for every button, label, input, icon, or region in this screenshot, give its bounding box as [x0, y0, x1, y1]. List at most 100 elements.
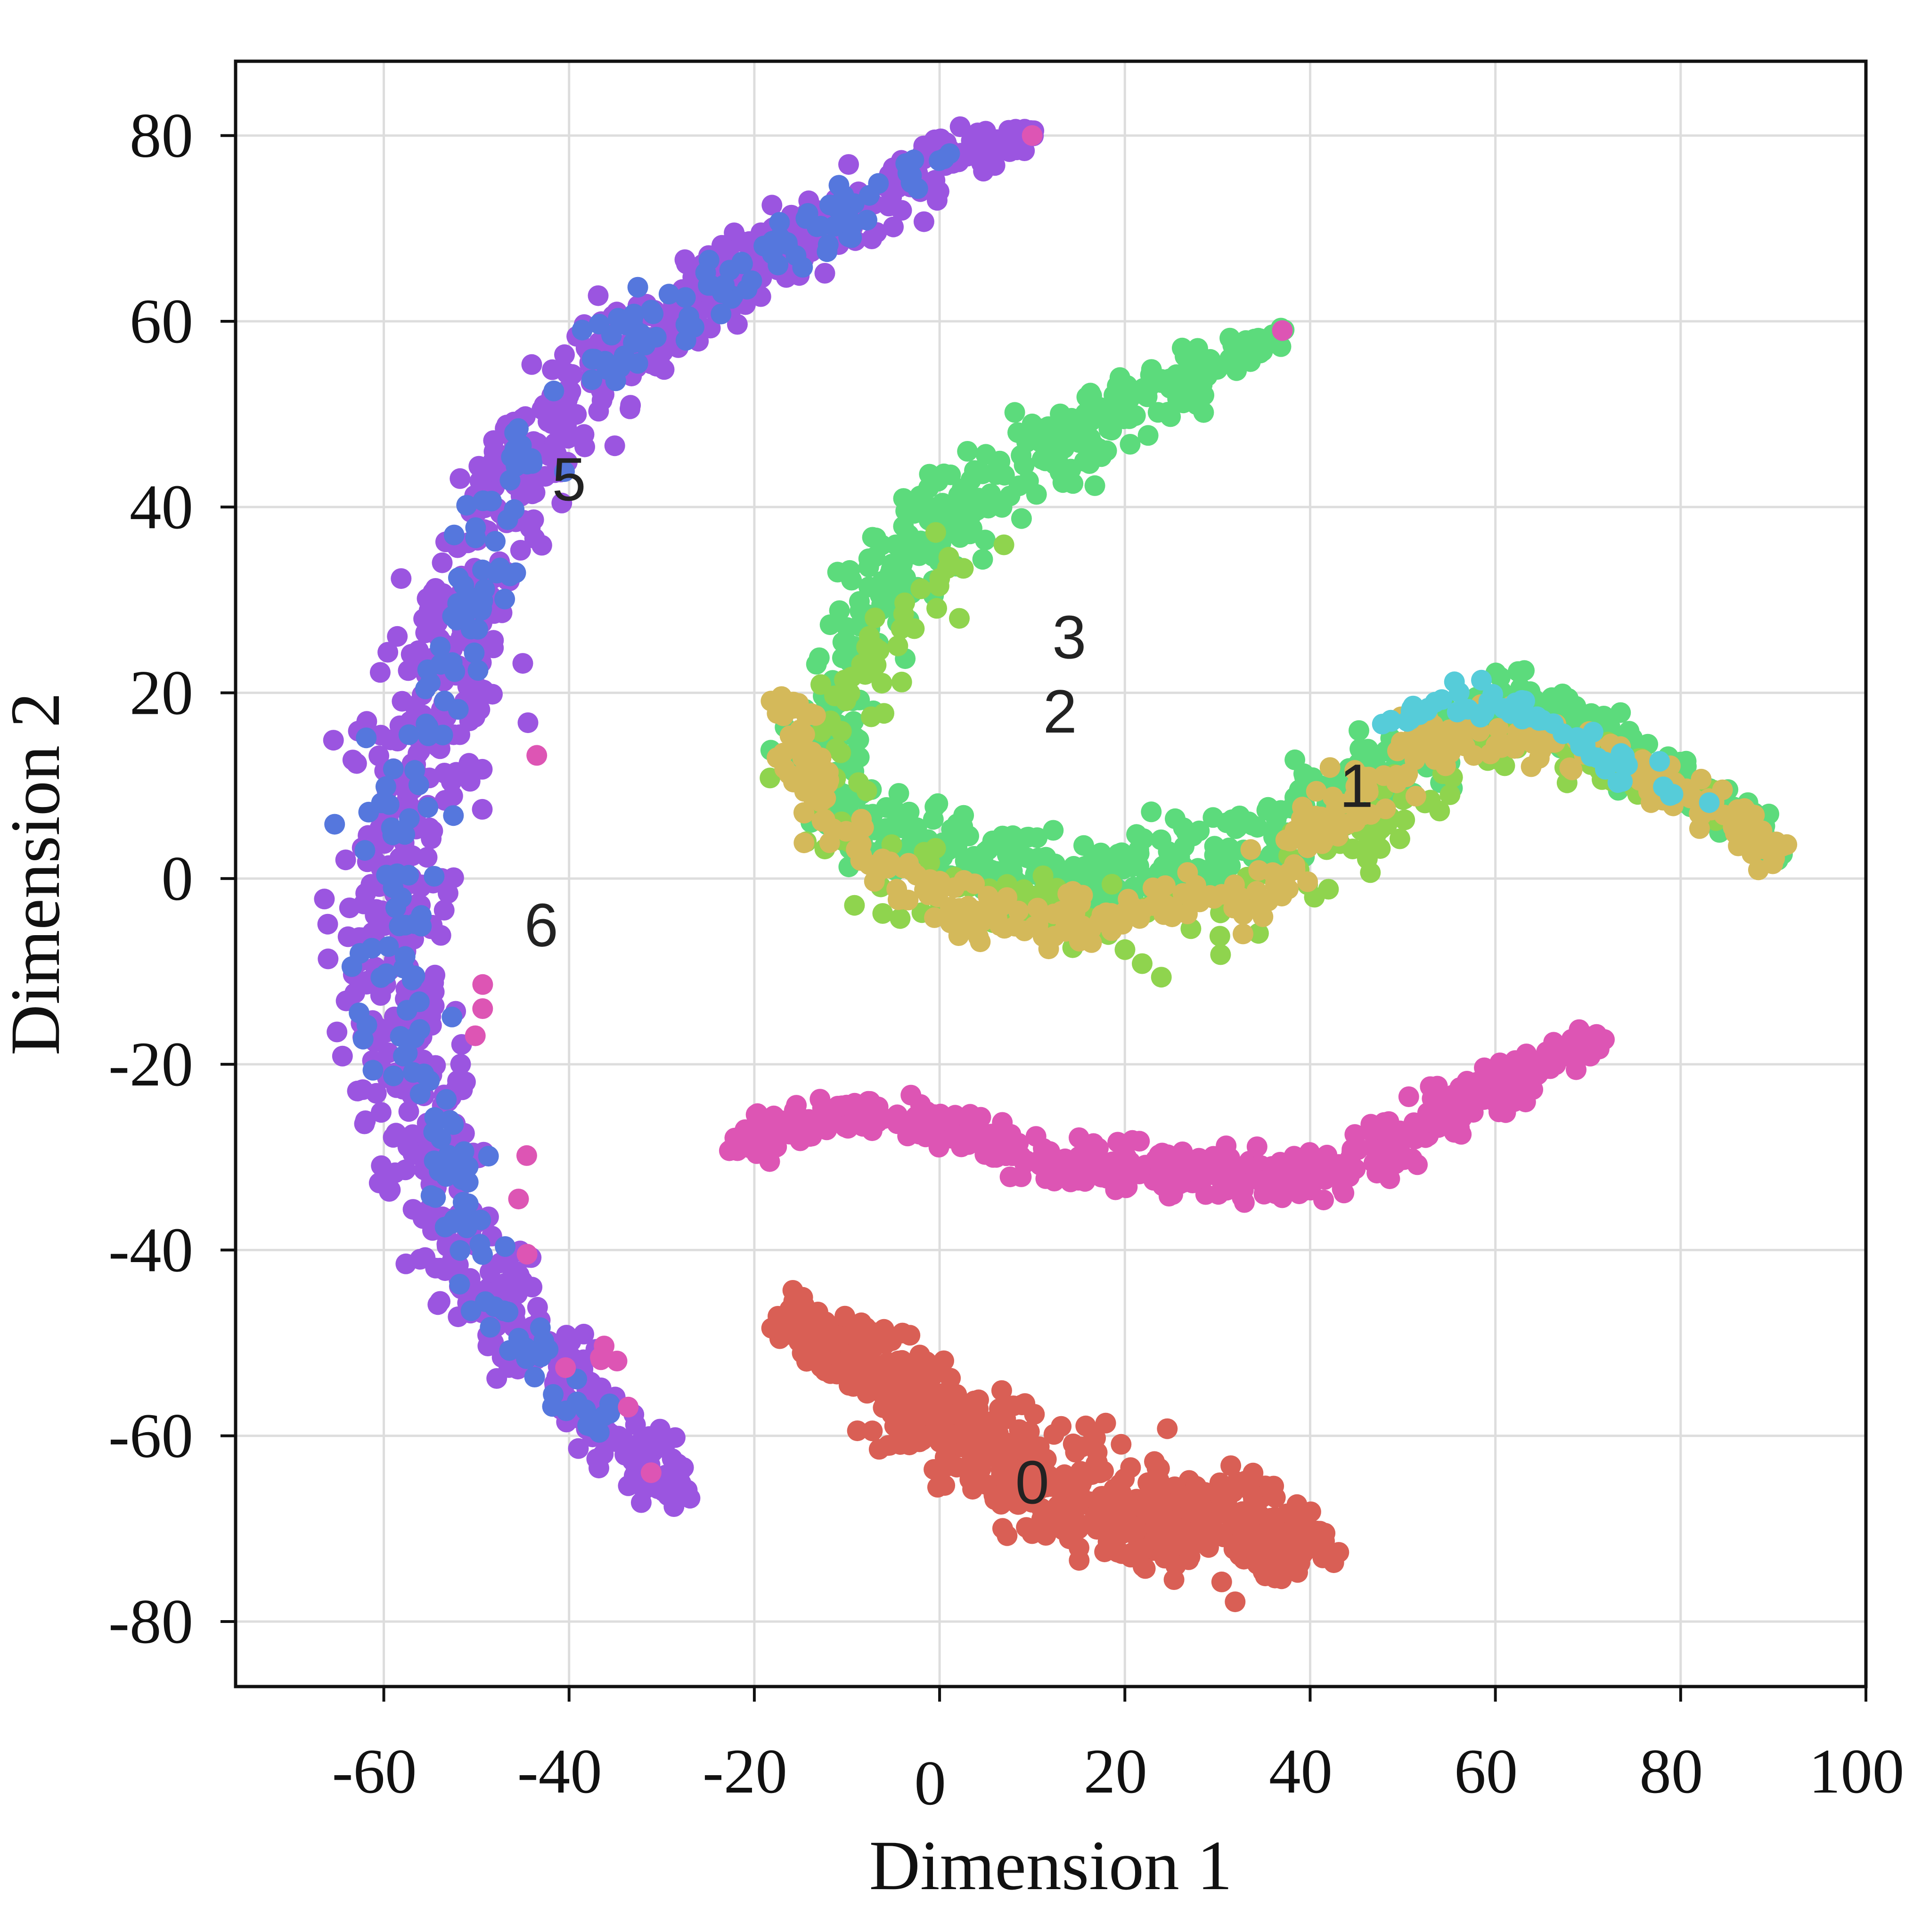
data-point-cluster_3	[1101, 420, 1122, 441]
data-point-cluster_4	[1474, 701, 1495, 723]
data-point-cluster_6	[625, 1414, 646, 1435]
data-point-cluster_1	[1038, 938, 1059, 960]
data-point-cluster_6	[574, 436, 595, 457]
data-point-cluster_6	[380, 1179, 401, 1200]
data-point-cluster_1	[1310, 807, 1332, 828]
data-point-cluster_3	[1022, 413, 1043, 434]
data-point-cluster_5	[601, 325, 622, 346]
data-point-cluster_2	[1494, 755, 1515, 776]
data-point-cluster_6	[385, 1123, 407, 1144]
data-point-cluster_6	[370, 1102, 392, 1123]
data-point-cluster_6	[432, 552, 453, 573]
cluster-label-1: 1	[1340, 751, 1374, 820]
data-point-cluster_3	[874, 571, 895, 592]
data-point-cluster_0	[1069, 1550, 1090, 1571]
data-point-cluster_0	[1155, 1542, 1176, 1563]
data-point-cluster_3	[923, 809, 944, 830]
data-point-cluster_0	[1094, 1541, 1115, 1563]
data-point-cluster_5	[478, 1146, 499, 1167]
data-point-cluster_magenta	[1332, 1179, 1353, 1200]
data-point-cluster_1	[1076, 918, 1097, 939]
data-point-cluster_6	[542, 359, 563, 380]
data-point-cluster_1	[1744, 805, 1765, 826]
data-point-cluster_magenta	[1332, 1157, 1353, 1178]
data-point-cluster_6	[510, 540, 531, 561]
data-point-cluster_6	[360, 874, 382, 895]
data-point-cluster_5	[533, 1330, 555, 1352]
y-tick-label: 20	[130, 658, 193, 728]
data-point-cluster_2	[1132, 953, 1153, 974]
data-point-cluster_0	[1220, 1455, 1242, 1476]
data-point-cluster_3	[1220, 855, 1241, 876]
data-point-cluster_0	[925, 1416, 946, 1437]
data-point-cluster_5	[378, 936, 399, 957]
data-point-cluster_2	[1394, 809, 1415, 831]
data-point-cluster_0	[807, 1302, 828, 1322]
data-point-cluster_6	[568, 1438, 589, 1459]
data-point-cluster_5	[731, 252, 752, 273]
data-point-cluster_5	[444, 661, 466, 682]
data-point-cluster_5	[398, 724, 419, 745]
data-point-cluster_0	[1293, 1537, 1315, 1558]
data-point-cluster_magenta	[1429, 1083, 1450, 1104]
data-point-cluster_6	[667, 1453, 688, 1475]
data-point-cluster_1	[767, 747, 787, 768]
data-point-cluster_3	[913, 499, 934, 520]
data-point-cluster_0	[1274, 1541, 1295, 1563]
data-point-cluster_6	[337, 926, 359, 947]
data-point-cluster_3	[1073, 835, 1094, 856]
data-point-cluster_magenta	[861, 1120, 883, 1141]
data-point-cluster_2	[910, 578, 932, 599]
x-tick-label: 20	[1084, 1736, 1147, 1807]
data-point-cluster_0	[1149, 1458, 1170, 1479]
data-point-cluster_5	[460, 1300, 482, 1321]
data-point-cluster_magenta	[1313, 1190, 1334, 1211]
data-point-cluster_magenta	[953, 1135, 973, 1156]
data-point-cluster_1	[877, 857, 899, 879]
data-point-cluster_0	[1211, 1498, 1233, 1519]
data-point-cluster_5	[508, 418, 529, 439]
data-point-cluster_6	[398, 660, 419, 681]
data-point-cluster_1	[1741, 837, 1762, 858]
data-point-cluster_4	[1607, 751, 1628, 773]
data-point-cluster_0	[1031, 1508, 1052, 1530]
data-point-cluster_magenta	[810, 1089, 831, 1110]
data-point-cluster_magenta	[789, 1124, 810, 1145]
data-point-cluster_3	[1171, 368, 1193, 390]
data-point-cluster_magenta_stray	[555, 1357, 576, 1378]
data-point-cluster_1	[1172, 883, 1194, 904]
data-point-cluster_2	[1439, 784, 1461, 805]
data-point-cluster_1	[1027, 897, 1048, 919]
data-point-cluster_2	[887, 636, 908, 657]
x-tick-label: 0	[914, 1748, 946, 1818]
data-point-cluster_3	[964, 491, 985, 513]
data-point-cluster_magenta	[1379, 1168, 1400, 1190]
data-point-cluster_0	[1314, 1531, 1335, 1552]
data-point-cluster_magenta_stray	[526, 745, 548, 766]
data-point-cluster_0	[910, 1426, 932, 1447]
data-point-cluster_3	[858, 548, 879, 570]
data-point-cluster_magenta	[766, 1136, 787, 1158]
data-point-cluster_magenta	[1561, 1029, 1582, 1050]
data-point-cluster_5	[554, 461, 575, 482]
data-point-cluster_6	[408, 743, 429, 764]
data-point-cluster_1	[1504, 738, 1525, 759]
data-point-cluster_3	[1018, 471, 1039, 491]
data-point-cluster_0	[1107, 1491, 1128, 1512]
data-point-cluster_6	[401, 644, 422, 665]
data-point-cluster_5	[627, 277, 648, 298]
data-point-cluster_3	[1196, 366, 1218, 387]
data-point-cluster_0	[1007, 1467, 1029, 1489]
cluster-label-3: 3	[1052, 603, 1086, 671]
data-point-cluster_0	[868, 1439, 890, 1460]
data-point-cluster_5	[470, 1209, 491, 1231]
data-point-cluster_magenta	[859, 1091, 881, 1112]
data-point-cluster_6	[517, 712, 539, 734]
data-point-cluster_3	[876, 797, 897, 818]
cluster-label-2: 2	[1043, 677, 1077, 746]
data-point-cluster_magenta	[1363, 1152, 1384, 1174]
data-point-cluster_0	[801, 1345, 823, 1366]
data-point-cluster_5	[817, 241, 838, 262]
data-point-cluster_1	[1358, 766, 1379, 788]
